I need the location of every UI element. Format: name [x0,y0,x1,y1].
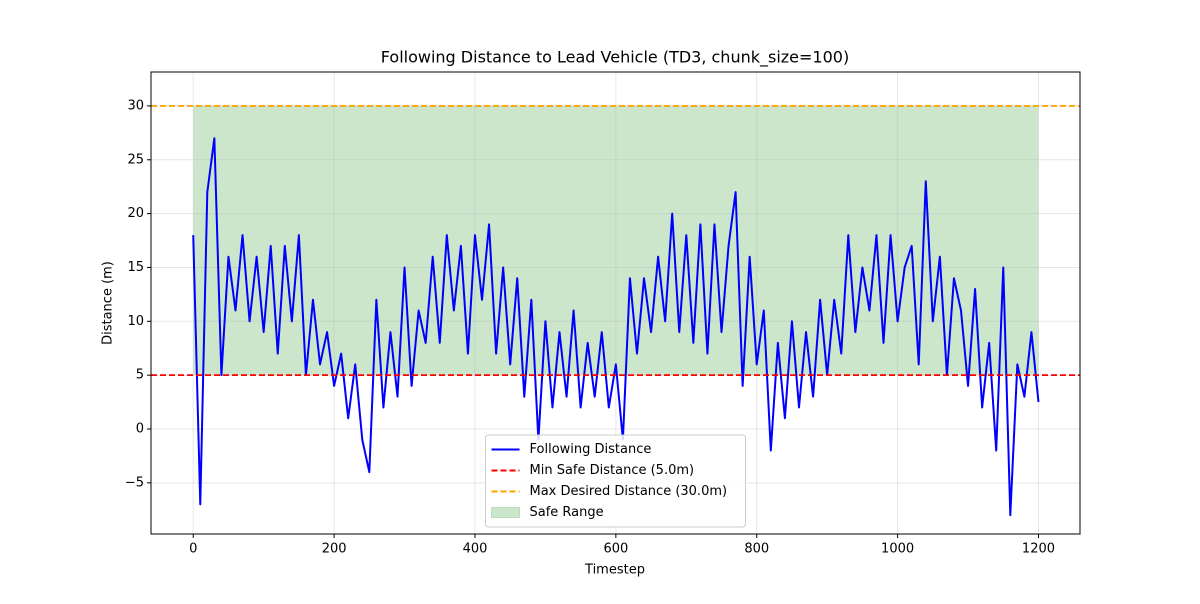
x-tick-label: 0 [189,542,197,557]
legend-label: Safe Range [530,505,604,520]
y-tick-label: 0 [136,422,144,437]
y-tick-label: 25 [127,152,144,167]
data-line [192,137,1040,517]
legend-box [485,434,746,528]
legend-label: Min Safe Distance (5.0m) [530,463,695,478]
y-tick-label: 10 [127,314,144,329]
legend-label: Max Desired Distance (30.0m) [530,484,728,499]
y-tick-label: −5 [125,475,144,490]
x-tick-label: 800 [744,542,769,557]
x-tick-label: 1200 [1022,542,1055,557]
x-tick-label: 600 [603,542,628,557]
y-tick-label: 30 [127,98,144,113]
legend-swatch [491,507,520,518]
x-tick-label: 1000 [881,542,914,557]
plot-frame [150,71,1081,535]
y-tick-label: 5 [136,368,144,383]
y-axis-label: Distance (m) [101,261,116,345]
safe-range-band [193,105,1039,376]
plot-area [151,72,1080,534]
chart-title: Following Distance to Lead Vehicle (TD3,… [381,48,849,68]
y-tick-label: 20 [127,206,144,221]
x-tick-label: 200 [322,542,347,557]
x-axis-label: Timestep [584,563,645,578]
x-tick-label: 400 [463,542,488,557]
y-tick-label: 15 [127,260,144,275]
legend-label: Following Distance [530,442,652,457]
legend: Following Distance Min Safe Distance (5.0… [485,434,746,528]
